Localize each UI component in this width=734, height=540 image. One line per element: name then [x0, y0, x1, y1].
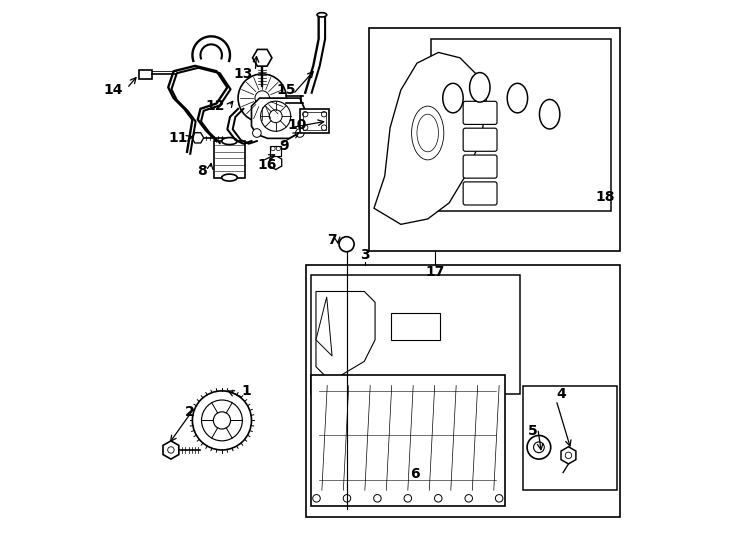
- Ellipse shape: [470, 72, 490, 102]
- Polygon shape: [269, 156, 282, 170]
- Ellipse shape: [539, 99, 560, 129]
- Text: 1: 1: [241, 384, 251, 398]
- Text: 3: 3: [360, 248, 370, 262]
- Bar: [368, 28, 620, 251]
- Bar: [310, 275, 520, 394]
- Ellipse shape: [443, 83, 463, 113]
- Bar: [139, 70, 152, 79]
- Circle shape: [527, 435, 550, 459]
- Polygon shape: [374, 52, 487, 224]
- Circle shape: [404, 495, 412, 502]
- Text: 9: 9: [279, 139, 288, 153]
- Circle shape: [374, 495, 381, 502]
- Text: 17: 17: [425, 265, 444, 279]
- Text: 13: 13: [233, 67, 253, 81]
- Bar: [432, 39, 611, 211]
- Polygon shape: [316, 297, 332, 356]
- Polygon shape: [252, 98, 305, 138]
- Circle shape: [238, 74, 286, 122]
- Ellipse shape: [317, 12, 327, 17]
- Text: 12: 12: [206, 99, 225, 113]
- Bar: [311, 375, 504, 507]
- Polygon shape: [192, 133, 203, 143]
- Text: 11: 11: [168, 131, 188, 145]
- Text: 18: 18: [595, 191, 615, 205]
- Circle shape: [495, 495, 503, 502]
- Circle shape: [313, 495, 320, 502]
- Circle shape: [192, 391, 252, 450]
- Ellipse shape: [222, 138, 237, 145]
- Text: 10: 10: [288, 118, 307, 132]
- Ellipse shape: [507, 83, 528, 113]
- Circle shape: [202, 400, 242, 441]
- Ellipse shape: [412, 106, 444, 160]
- FancyBboxPatch shape: [463, 102, 497, 124]
- Text: 2: 2: [185, 406, 195, 420]
- Circle shape: [339, 237, 354, 252]
- Ellipse shape: [222, 174, 237, 181]
- Text: 4: 4: [556, 387, 567, 401]
- Polygon shape: [561, 447, 576, 464]
- Bar: [300, 109, 330, 133]
- Polygon shape: [163, 441, 179, 459]
- FancyBboxPatch shape: [463, 128, 497, 151]
- Bar: [306, 265, 620, 517]
- Circle shape: [435, 495, 442, 502]
- Bar: [303, 112, 326, 130]
- Text: 5: 5: [528, 424, 537, 438]
- Bar: [523, 386, 617, 490]
- Bar: [214, 141, 245, 178]
- Circle shape: [252, 129, 261, 137]
- Circle shape: [465, 495, 473, 502]
- Circle shape: [296, 129, 304, 137]
- Circle shape: [214, 412, 230, 429]
- Bar: [391, 313, 440, 340]
- Text: 14: 14: [103, 83, 123, 97]
- Text: 7: 7: [327, 233, 337, 247]
- Bar: [270, 146, 281, 156]
- Circle shape: [344, 495, 351, 502]
- Polygon shape: [316, 292, 375, 377]
- FancyBboxPatch shape: [463, 155, 497, 178]
- FancyBboxPatch shape: [463, 182, 497, 205]
- Text: 16: 16: [258, 158, 277, 172]
- Polygon shape: [252, 50, 272, 66]
- Text: 8: 8: [197, 164, 206, 178]
- Text: 6: 6: [410, 467, 420, 481]
- Text: 15: 15: [277, 83, 296, 97]
